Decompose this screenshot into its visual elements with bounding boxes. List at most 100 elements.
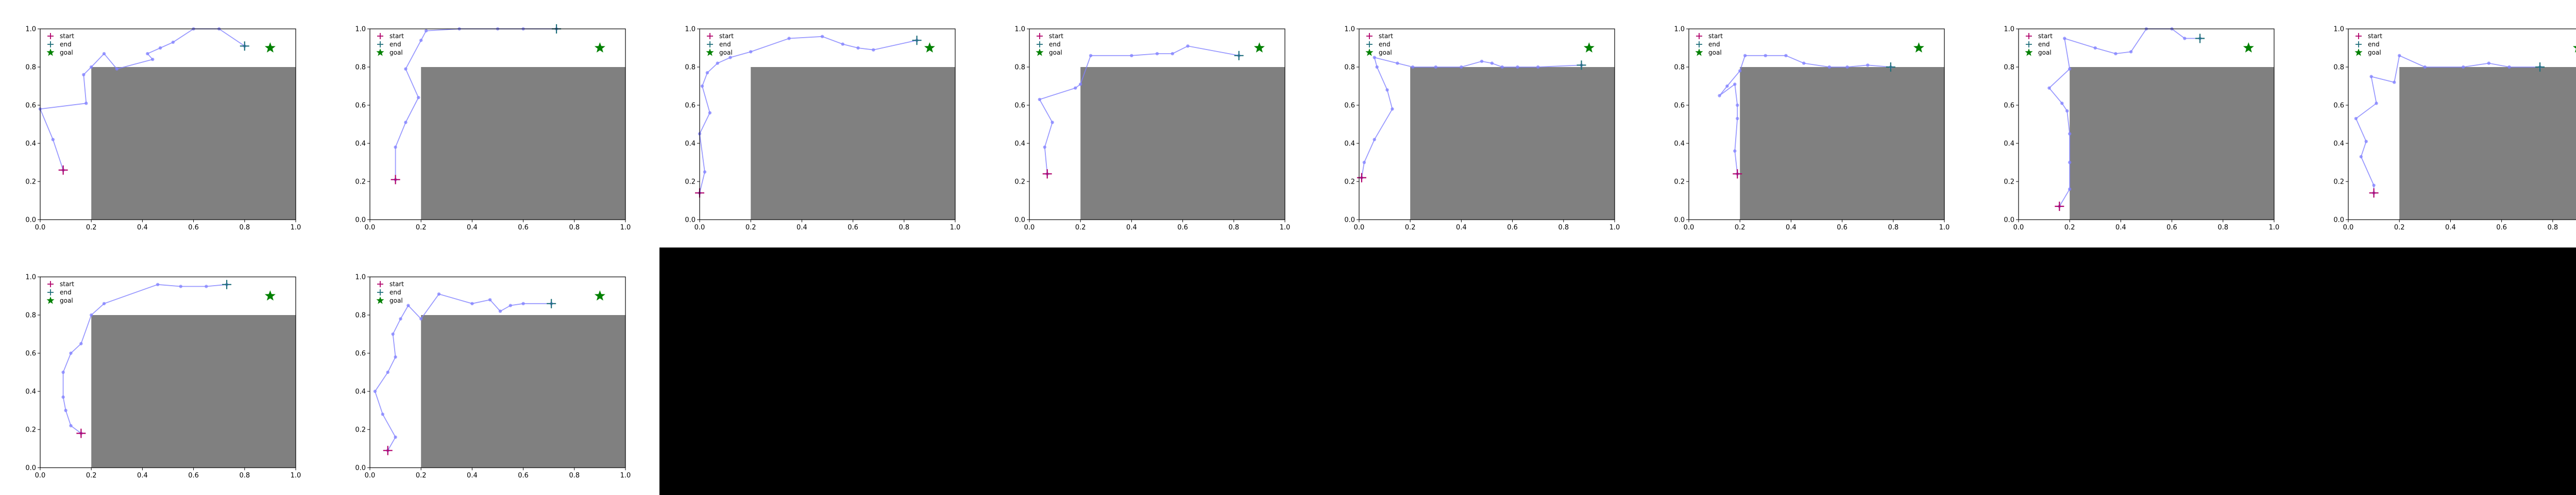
legend-end-marker xyxy=(2026,41,2032,47)
trajectory-point xyxy=(2068,67,2072,71)
x-tick-label: 0.8 xyxy=(239,472,250,480)
y-tick-label: 0.2 xyxy=(1674,178,1685,186)
trajectory-point xyxy=(1743,54,1747,58)
y-tick-label: 0.0 xyxy=(355,465,366,472)
y-tick-label: 0.4 xyxy=(25,388,36,396)
x-tick-label: 0.2 xyxy=(86,224,97,232)
start-marker xyxy=(391,175,400,185)
x-tick-label: 0.0 xyxy=(35,224,46,232)
obstacle xyxy=(421,67,625,220)
trajectory-point xyxy=(728,56,732,59)
x-tick-label: 0.2 xyxy=(416,472,427,480)
trajectory-point xyxy=(1372,138,1376,141)
y-tick-label: 0.4 xyxy=(685,140,696,148)
axes-frame xyxy=(369,28,626,220)
x-tick-label: 0.6 xyxy=(2496,224,2507,232)
y-tick-label: 0.6 xyxy=(2004,102,2014,110)
y-tick-label: 0.0 xyxy=(355,217,366,224)
trajectory-point xyxy=(437,292,441,296)
trajectory-point xyxy=(1372,56,1376,59)
x-tick-label: 1.0 xyxy=(620,472,631,480)
trajectory-point xyxy=(521,302,525,305)
y-tick-label: 0.8 xyxy=(1344,64,1355,72)
legend-end-marker xyxy=(2355,41,2362,47)
goal-marker xyxy=(1583,42,1595,53)
y-tick-label: 0.4 xyxy=(355,140,366,148)
y-tick-label: 0.4 xyxy=(2333,140,2344,148)
trajectory-point xyxy=(1089,54,1093,58)
x-tick-label: 0.8 xyxy=(1888,224,1899,232)
legend-goal-marker xyxy=(1036,48,1044,56)
trajectory-point xyxy=(841,42,844,46)
y-tick-label: 1.0 xyxy=(1344,26,1355,34)
trajectory-point xyxy=(1385,88,1389,92)
trajectory-point xyxy=(399,317,402,321)
trajectory-point xyxy=(2093,46,2097,50)
subplot-8: 0.00.00.20.20.40.40.60.60.80.81.01.0star… xyxy=(2333,26,2576,232)
y-tick-label: 0.4 xyxy=(2004,140,2014,148)
x-tick-label: 1.0 xyxy=(950,224,961,232)
obstacle xyxy=(751,67,955,220)
legend-start-marker xyxy=(377,281,383,287)
x-tick-label: 0.8 xyxy=(1228,224,1239,232)
legend-start-label: start xyxy=(60,32,74,40)
trajectory-point xyxy=(2129,50,2133,54)
end-marker xyxy=(1234,51,1244,60)
trajectory-point xyxy=(856,46,860,50)
trajectory-point xyxy=(158,46,162,50)
trajectory-point xyxy=(2354,117,2358,121)
trajectory-point xyxy=(82,73,86,76)
legend-goal-label: goal xyxy=(1379,49,1392,56)
axes-frame xyxy=(1359,28,1615,220)
trajectory-point xyxy=(51,138,55,141)
y-tick-label: 0.4 xyxy=(1344,140,1355,148)
legend-start-marker xyxy=(2355,33,2362,39)
legend-goal-label: goal xyxy=(389,49,403,56)
obstacle xyxy=(91,67,296,220)
x-tick-label: 0.4 xyxy=(1786,224,1797,232)
goal-marker xyxy=(2243,42,2254,53)
end-marker xyxy=(912,36,922,45)
trajectory-point xyxy=(404,67,408,71)
trajectory-line xyxy=(1039,45,1239,174)
trajectory-point xyxy=(787,37,791,40)
trajectory-point xyxy=(2423,65,2427,69)
subplot-2: 0.00.0 0.2 0.2 0.4 0.4 0.6 0.6 0.8 0.8 1.0 1.0 star… xyxy=(355,24,631,232)
trajectory-point xyxy=(205,285,208,288)
trajectory-point xyxy=(1536,65,1540,69)
y-tick-label: 0.8 xyxy=(2004,64,2014,72)
trajectory-point xyxy=(406,304,410,307)
x-tick-label: 0.6 xyxy=(1507,224,1518,232)
y-tick-label: 0.6 xyxy=(1674,102,1685,110)
trajectory-point xyxy=(151,58,155,61)
legend-end-marker xyxy=(1366,41,1372,47)
y-tick-label: 1.0 xyxy=(1674,26,1685,34)
trajectory-point xyxy=(115,67,118,71)
legend-start-label: start xyxy=(389,32,404,40)
y-tick-label: 0.0 xyxy=(25,465,36,472)
y-tick-label: 0.2 xyxy=(1014,178,1025,186)
trajectory-point xyxy=(2369,75,2373,78)
trajectory-point xyxy=(1130,54,1133,58)
y-tick-label: 0.2 xyxy=(355,426,366,434)
trajectory-point xyxy=(2060,102,2064,105)
trajectory-point xyxy=(102,302,106,305)
x-tick-label: 0.8 xyxy=(239,224,250,232)
y-tick-label: 0.8 xyxy=(355,64,366,72)
trajectory-point xyxy=(716,61,719,65)
obstacle xyxy=(2399,67,2576,220)
trajectory-point xyxy=(2047,86,2051,90)
x-tick-label: 0.4 xyxy=(1456,224,1467,232)
legend-end-label: end xyxy=(1049,41,1061,48)
trajectory-point xyxy=(1725,84,1729,88)
trajectory-point xyxy=(1500,65,1504,69)
x-tick-label: 0.2 xyxy=(1735,224,1745,232)
goal-marker xyxy=(264,290,276,301)
obstacle xyxy=(1740,67,1944,220)
x-tick-label: 0.0 xyxy=(1024,224,1035,232)
y-tick-label: 0.0 xyxy=(25,217,36,224)
y-tick-label: 0.2 xyxy=(25,178,36,186)
